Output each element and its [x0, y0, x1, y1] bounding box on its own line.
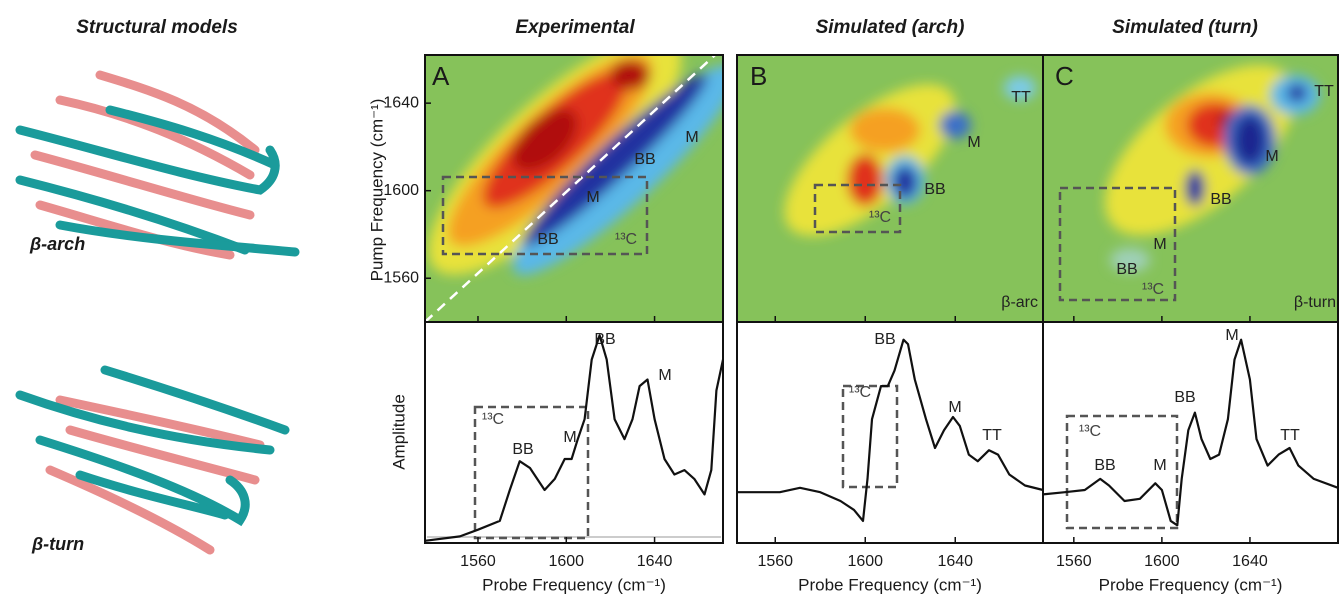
column-header: Simulated (arch): [816, 17, 965, 38]
y-tick-label: 1600: [383, 182, 419, 199]
x-tick-label: 1600: [1144, 553, 1180, 570]
highlight-box: [441, 175, 649, 256]
panel-letter: A: [432, 61, 450, 91]
column-header: Experimental: [515, 17, 635, 38]
beta-arch-model: [15, 70, 300, 260]
highlight-box: [1065, 414, 1179, 530]
spectrum-line: [1042, 338, 1339, 527]
peak-label: BB: [1174, 389, 1195, 406]
y-axis-label: Amplitude: [389, 394, 408, 470]
peak-label: ¹³C: [1079, 423, 1101, 440]
peak-label: TT: [1314, 83, 1334, 100]
x-tick-label: 1600: [847, 553, 883, 570]
peak-label: M: [1153, 457, 1166, 474]
x-tick-label: 1640: [637, 553, 673, 570]
highlight-box: [813, 183, 902, 234]
panel-letter: B: [750, 61, 767, 91]
peak-label: M: [658, 367, 671, 384]
map-b: [737, 55, 1043, 322]
peak-label: M: [1265, 148, 1278, 165]
x-tick-label: 1600: [548, 553, 584, 570]
model-label: β-turn: [31, 534, 84, 554]
peak-label: ¹³C: [869, 209, 891, 226]
highlight-box: [473, 405, 590, 540]
peak-label: ¹³C: [615, 231, 637, 248]
x-tick-label: 1640: [937, 553, 973, 570]
y-axis-label: Pump Frequency (cm⁻¹): [367, 99, 386, 282]
map-c: [1043, 55, 1338, 322]
peak-label: M: [1153, 236, 1166, 253]
peak-label: TT: [1011, 89, 1031, 106]
column-header: Simulated (turn): [1112, 17, 1258, 38]
peak-label: ¹³C: [482, 411, 504, 428]
peak-label: BB: [924, 181, 945, 198]
y-tick-label: 1640: [383, 94, 419, 111]
x-axis-label: Probe Frequency (cm⁻¹): [482, 575, 666, 594]
map-label: β-turn: [1294, 294, 1336, 311]
x-tick-label: 1560: [460, 553, 496, 570]
peak-label: BB: [1116, 261, 1137, 278]
peak-label: M: [586, 189, 599, 206]
peak-label: M: [1225, 327, 1238, 344]
x-tick-label: 1560: [1056, 553, 1092, 570]
x-axis-label: Probe Frequency (cm⁻¹): [1099, 575, 1283, 594]
beta-turn-model: [15, 365, 290, 555]
peak-label: BB: [512, 441, 533, 458]
frame: [1042, 321, 1339, 544]
spectrum-line: [424, 334, 725, 542]
peak-label: BB: [634, 151, 655, 168]
highlight-box: [1058, 186, 1177, 302]
map-a: [425, 55, 723, 322]
peak-label: TT: [1280, 427, 1300, 444]
peak-label: TT: [982, 427, 1002, 444]
model-label: β-arch: [29, 234, 85, 254]
column-header: Structural models: [76, 17, 238, 38]
x-tick-label: 1640: [1232, 553, 1268, 570]
peak-label: ¹³C: [1142, 281, 1164, 298]
x-tick-label: 1560: [757, 553, 793, 570]
highlight-box: [841, 384, 899, 489]
peak-label: M: [948, 399, 961, 416]
peak-label: ¹³C: [849, 384, 871, 401]
spectrum-line: [737, 338, 1044, 522]
x-axis-label: Probe Frequency (cm⁻¹): [798, 575, 982, 594]
peak-label: M: [685, 129, 698, 146]
peak-label: M: [967, 134, 980, 151]
peak-label: BB: [1210, 191, 1231, 208]
peak-label: BB: [1094, 457, 1115, 474]
y-tick-label: 1560: [383, 269, 419, 286]
panel-letter: C: [1055, 61, 1074, 91]
frame: [424, 321, 724, 544]
peak-label: M: [563, 429, 576, 446]
peak-label: BB: [874, 331, 895, 348]
map-label: β-arc: [1001, 294, 1038, 311]
peak-label: BB: [537, 231, 558, 248]
